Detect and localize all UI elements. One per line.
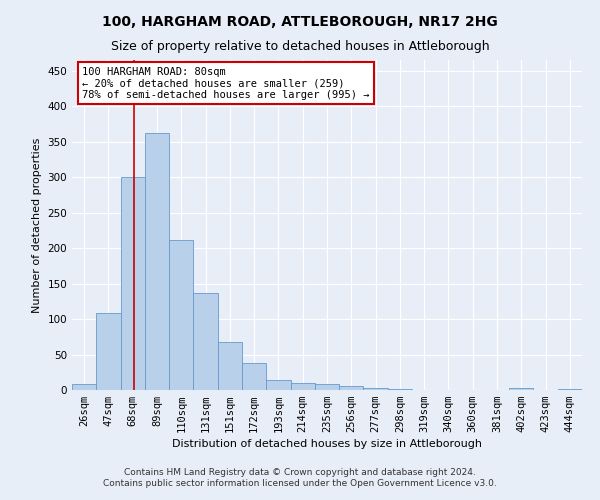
Bar [558,388,582,390]
Y-axis label: Number of detached properties: Number of detached properties [32,138,42,312]
Bar [218,342,242,390]
Text: 100 HARGHAM ROAD: 80sqm
← 20% of detached houses are smaller (259)
78% of semi-d: 100 HARGHAM ROAD: 80sqm ← 20% of detache… [82,66,370,100]
Bar [266,380,290,390]
Bar [242,363,266,390]
Bar [169,240,193,390]
Bar [121,177,145,390]
Bar [388,388,412,390]
Bar [509,388,533,390]
Bar [193,294,218,390]
Bar [72,384,96,390]
X-axis label: Distribution of detached houses by size in Attleborough: Distribution of detached houses by size … [172,440,482,450]
Bar [364,388,388,390]
Bar [96,314,121,390]
Bar [315,384,339,390]
Bar [145,133,169,390]
Text: Size of property relative to detached houses in Attleborough: Size of property relative to detached ho… [110,40,490,53]
Text: Contains HM Land Registry data © Crown copyright and database right 2024.
Contai: Contains HM Land Registry data © Crown c… [103,468,497,487]
Bar [339,386,364,390]
Text: 100, HARGHAM ROAD, ATTLEBOROUGH, NR17 2HG: 100, HARGHAM ROAD, ATTLEBOROUGH, NR17 2H… [102,15,498,29]
Bar [290,383,315,390]
